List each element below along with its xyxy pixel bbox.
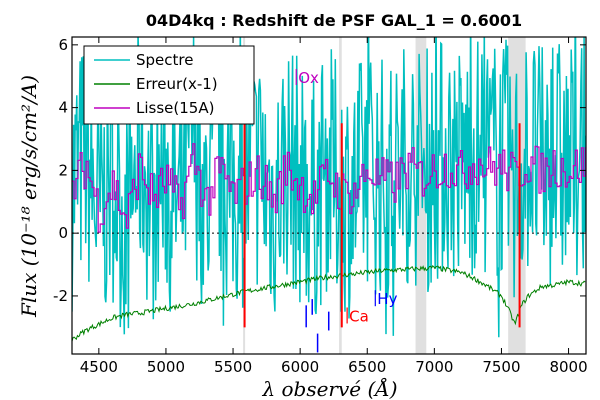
- legend-frame: [83, 45, 255, 125]
- series-spectre-line: [72, 37, 586, 338]
- y-tick-label-3: 4: [58, 99, 68, 117]
- series-lisse-line: [72, 143, 586, 233]
- y-axis-label: Flux (10⁻¹⁸ erg/s/cm²/A): [17, 75, 41, 318]
- line-markers: [243, 123, 521, 353]
- x-tick-label-1: 5000: [147, 358, 185, 376]
- series-layer: [72, 37, 586, 342]
- y-axis: -2 0 2 4 6: [53, 36, 586, 305]
- y-tick-label-2: 2: [58, 161, 68, 179]
- y-tick-label-0: -2: [53, 287, 68, 305]
- x-axis: 4500 5000 5500 6000 6500 7000 7500 8000: [80, 37, 588, 376]
- y-tick-label-1: 0: [58, 224, 68, 242]
- x-tick-label-4: 6500: [348, 358, 386, 376]
- legend-label-erreur: Erreur(x-1): [136, 75, 218, 93]
- x-axis-label: λ observé (Å): [261, 376, 397, 400]
- line-annotations: Ox Ca Hy: [295, 68, 398, 325]
- x-tick-label-2: 5500: [214, 358, 252, 376]
- annotation-hy: Hy: [377, 290, 397, 308]
- annotation-ox: Ox: [298, 69, 319, 87]
- series-erreur-line: [72, 264, 586, 342]
- annotation-ca: Ca: [349, 307, 369, 325]
- chart-title: 04D4kq : Redshift de PSF GAL_1 = 0.6001: [146, 11, 522, 30]
- plot-frame: [71, 36, 587, 355]
- shaded-band-2: [415, 37, 427, 354]
- x-tick-label-6: 7500: [482, 358, 520, 376]
- legend-label-lisse: Lisse(15A): [136, 99, 214, 117]
- x-tick-label-7: 8000: [549, 358, 587, 376]
- x-tick-label-0: 4500: [80, 358, 118, 376]
- y-tick-label-4: 6: [58, 36, 68, 54]
- x-tick-label-3: 6000: [281, 358, 319, 376]
- legend-label-spectre: Spectre: [136, 51, 193, 69]
- legend: Spectre Erreur(x-1) Lisse(15A): [83, 45, 255, 125]
- x-tick-label-5: 7000: [415, 358, 453, 376]
